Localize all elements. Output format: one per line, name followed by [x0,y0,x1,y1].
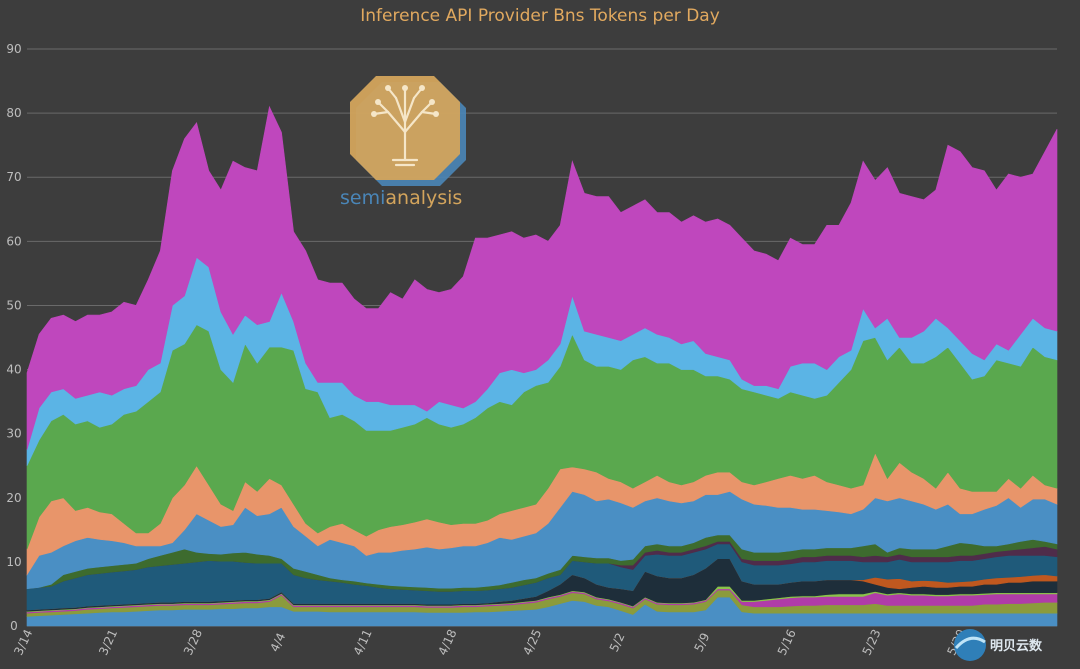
x-tick-label: 5/2 [607,631,628,654]
area-series-14 [26,105,1058,450]
logo-tree-dots-icon [371,85,439,117]
y-axis-ticks: 0 10 20 30 40 50 60 70 80 90 [6,42,21,633]
x-tick-label: 4/4 [267,631,288,654]
x-tick-label: 3/28 [181,627,205,657]
y-tick-label: 40 [6,363,21,377]
svg-text:semianalysis: semianalysis [340,187,462,209]
corner-watermark: 明贝云数 [954,629,1043,661]
y-tick-label: 10 [6,555,21,569]
logo-word-semi: semi [340,187,385,209]
chart-title: Inference API Provider Bns Tokens per Da… [360,6,720,26]
y-tick-label: 30 [6,427,21,441]
x-tick-label: 4/25 [520,627,544,657]
logo-word-analysis: analysis [385,187,462,209]
x-tick-label: 5/23 [860,627,884,657]
y-tick-label: 20 [6,491,21,505]
y-tick-label: 60 [6,234,21,248]
x-tick-label: 5/9 [692,631,713,654]
x-tick-label: 3/21 [96,627,120,657]
x-tick-label: 4/18 [435,627,459,657]
x-tick-label: 4/11 [351,627,375,657]
globe-swirl-icon [954,636,986,650]
x-axis-ticks: 3/14 3/21 3/28 4/4 4/11 4/18 4/25 5/2 5/9 5/16 5/2… [11,627,968,657]
watermark-text: 明贝云数 [990,638,1043,654]
y-tick-label: 90 [6,42,21,56]
y-tick-label: 80 [6,106,21,120]
y-tick-label: 50 [6,298,21,312]
semianalysis-logo: semianalysis [340,76,466,209]
globe-icon [954,629,986,661]
x-tick-label: 5/16 [775,627,799,657]
y-tick-label: 0 [10,619,18,633]
stacked-areas [26,105,1058,627]
y-tick-label: 70 [6,170,21,184]
